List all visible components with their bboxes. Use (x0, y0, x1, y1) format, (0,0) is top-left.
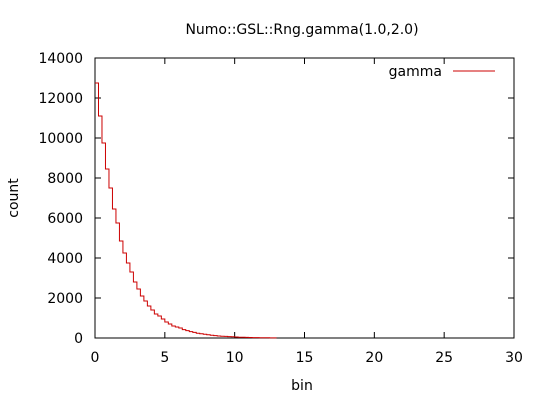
x-tick-label: 5 (160, 350, 169, 366)
legend: gamma (389, 64, 495, 80)
y-axis-label: count (6, 178, 22, 218)
y-tick-label: 12000 (38, 91, 83, 107)
y-tick-label: 2000 (47, 291, 83, 307)
x-tick-label: 20 (365, 350, 383, 366)
y-tick-label: 8000 (47, 171, 83, 187)
x-tick-label: 0 (91, 350, 100, 366)
x-tick-label: 10 (226, 350, 244, 366)
axis-ticks: 0 5 10 15 20 25 30 0 2000 4000 6000 8000 10000 12000 1… (38, 51, 522, 366)
series-step-line (95, 82, 277, 339)
y-tick-label: 14000 (38, 51, 83, 67)
x-tick-label: 15 (296, 350, 314, 366)
y-tick-label: 4000 (47, 251, 83, 267)
x-tick-label: 25 (435, 350, 453, 366)
x-axis-label: bin (291, 378, 313, 394)
y-tick-label: 6000 (47, 211, 83, 227)
y-tick-label: 10000 (38, 131, 83, 147)
plot-area-frame (94, 57, 515, 339)
legend-label: gamma (389, 64, 442, 80)
x-tick-label: 30 (505, 350, 523, 366)
series-layer (95, 82, 277, 339)
chart-title: Numo::GSL::Rng.gamma(1.0,2.0) (185, 22, 418, 38)
y-tick-label: 0 (74, 331, 83, 347)
